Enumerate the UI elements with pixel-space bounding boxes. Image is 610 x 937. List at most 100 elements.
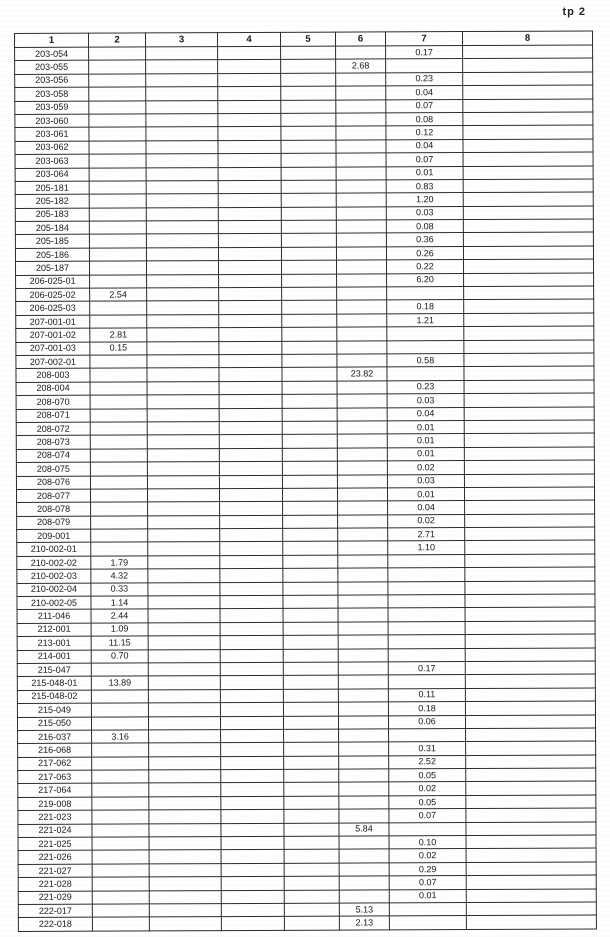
value-cell (464, 527, 595, 541)
value-cell (283, 795, 339, 810)
value-cell (147, 515, 220, 529)
value-cell (91, 783, 149, 798)
value-cell (283, 621, 339, 636)
value-cell (338, 635, 389, 649)
value-cell (90, 475, 148, 490)
value-cell (146, 274, 219, 288)
value-cell (146, 180, 219, 195)
value-cell (466, 901, 597, 916)
value-cell (466, 875, 597, 890)
value-cell (337, 407, 388, 422)
value-cell (146, 341, 219, 355)
value-cell (283, 688, 339, 703)
value-cell (284, 903, 340, 917)
value-cell (338, 621, 389, 636)
value-cell (148, 769, 221, 784)
value-cell (221, 836, 285, 851)
value-cell: 0.07 (386, 152, 464, 167)
value-cell (465, 808, 596, 823)
value-cell (282, 501, 338, 516)
value-cell: 2.13 (339, 916, 390, 930)
value-cell (338, 782, 389, 796)
value-cell (338, 768, 389, 783)
row-id-cell: 222-018 (18, 917, 93, 932)
value-cell (147, 394, 220, 409)
value-cell (282, 380, 338, 395)
value-cell: 6.20 (386, 273, 464, 287)
value-cell (219, 515, 283, 529)
value-cell (89, 261, 147, 275)
value-cell (337, 568, 388, 582)
value-cell (92, 863, 150, 878)
value-cell (149, 850, 222, 864)
value-cell (147, 475, 220, 489)
value-cell (385, 58, 463, 73)
value-cell (337, 447, 388, 462)
row-id-cell: 203-056 (14, 73, 89, 88)
value-cell (282, 474, 338, 489)
value-cell (464, 406, 595, 421)
value-cell (280, 46, 336, 60)
row-id-cell: 203-058 (14, 87, 89, 102)
value-cell (465, 620, 596, 635)
value-cell (464, 540, 595, 555)
value-cell (148, 729, 221, 744)
row-id-cell: 221-028 (18, 877, 93, 892)
row-id-cell: 210-002-01 (16, 542, 91, 557)
value-cell: 0.17 (385, 45, 463, 60)
value-cell (463, 286, 594, 300)
row-id-cell: 203-061 (14, 127, 89, 142)
value-cell (337, 380, 388, 395)
value-cell (218, 193, 282, 208)
value-cell (219, 568, 283, 583)
value-cell (282, 541, 338, 556)
value-cell (90, 542, 148, 557)
value-cell (218, 220, 282, 235)
value-cell (280, 139, 337, 154)
value-cell (147, 434, 220, 449)
value-cell (219, 421, 283, 435)
value-cell (149, 863, 222, 878)
value-cell (219, 501, 283, 516)
table-body: 203-054 0.17 203-055 2.68 203-056 0.23 203-058… (14, 44, 597, 932)
value-cell (282, 421, 338, 435)
value-cell (465, 781, 596, 796)
value-cell (463, 326, 594, 341)
value-cell (219, 434, 283, 449)
value-cell (220, 715, 284, 730)
row-id-cell: 208-071 (16, 408, 91, 423)
value-cell (281, 153, 337, 167)
row-id-cell: 221-026 (18, 850, 93, 865)
row-id-cell: 208-004 (16, 381, 91, 396)
value-cell (89, 274, 147, 289)
value-cell: 5.13 (339, 902, 390, 917)
value-cell (218, 166, 282, 181)
row-id-cell: 214-001 (17, 649, 92, 664)
row-id-cell: 206-025-01 (15, 274, 90, 289)
value-cell (465, 687, 596, 702)
value-cell (465, 607, 596, 622)
value-cell (281, 273, 337, 288)
value-cell: 0.02 (388, 782, 466, 796)
value-cell (466, 848, 597, 863)
value-cell (338, 728, 389, 743)
value-cell (462, 98, 593, 113)
value-cell (148, 716, 221, 730)
row-id-cell: 205-186 (15, 248, 90, 262)
value-cell (386, 366, 465, 381)
value-cell (466, 835, 597, 849)
value-cell: 0.15 (89, 341, 147, 356)
value-cell (464, 593, 596, 608)
value-cell (335, 126, 386, 140)
value-cell: 0.33 (90, 582, 148, 597)
value-cell (218, 354, 282, 368)
value-cell (146, 327, 219, 342)
value-cell: 0.01 (387, 487, 465, 502)
value-cell (336, 246, 387, 261)
value-cell (281, 367, 338, 382)
value-cell (389, 902, 467, 917)
value-cell (281, 340, 337, 355)
value-cell (217, 140, 282, 154)
value-cell (283, 675, 339, 690)
value-cell (335, 45, 386, 60)
